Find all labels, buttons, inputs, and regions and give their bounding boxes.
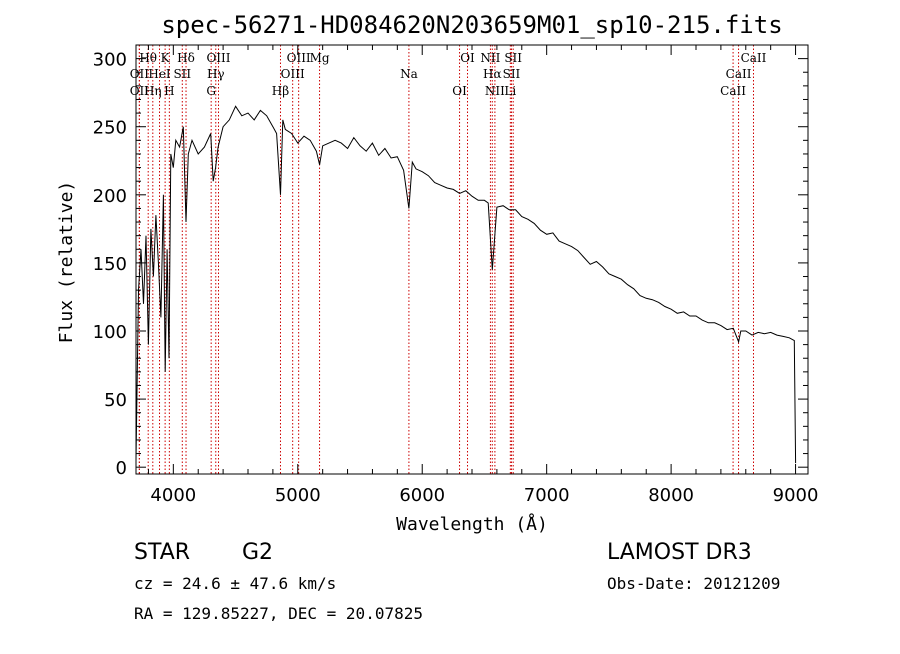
flux-series-line	[135, 105, 797, 464]
spectral-line-label: CaII	[741, 51, 767, 65]
spectral-line-label: OIII	[287, 51, 311, 65]
sky-coordinates: RA = 129.85227, DEC = 20.07825	[134, 604, 423, 623]
spectral-line-labels: Hθ OII OII K HeI Hη Hδ SII H OIII Hγ G OIII OIII Hβ Mg N…	[130, 51, 767, 98]
spectral-line-label: Hδ	[177, 51, 195, 65]
spectral-line-label: Hη	[144, 84, 162, 98]
spectral-line-label: H	[164, 84, 174, 98]
spectral-line-label: SII	[173, 67, 191, 81]
x-tick-label: 4000	[150, 485, 196, 506]
y-tick-label: 300	[93, 50, 127, 71]
x-tick-label: 9000	[773, 485, 819, 506]
spectral-line-label: SII	[503, 67, 521, 81]
survey-name: LAMOST DR3	[607, 540, 752, 565]
spectral-line-label: Hβ	[272, 84, 289, 98]
y-axis-ticks: 0 50 100 150 200 250 300	[93, 50, 808, 479]
x-tick-label: 7000	[524, 485, 570, 506]
spectral-line-label: OI	[452, 84, 467, 98]
y-axis-label: Flux (relative)	[56, 181, 77, 344]
y-tick-label: 250	[93, 118, 127, 139]
spectral-line-label: OIII	[206, 51, 230, 65]
spectral-line-label: SII	[504, 51, 522, 65]
spectral-line-markers	[138, 45, 754, 474]
spectral-line-label: CaII	[720, 84, 746, 98]
spectral-line-label: G	[206, 84, 216, 98]
spectral-line-label: OII	[130, 84, 150, 98]
y-tick-label: 50	[104, 390, 127, 411]
observation-date: Obs-Date: 20121209	[607, 574, 780, 593]
spectral-line-label: Hθ	[139, 51, 157, 65]
object-class: STAR	[134, 540, 190, 565]
plot-frame	[135, 44, 809, 475]
y-tick-label: 100	[93, 322, 127, 343]
spectral-line-label: NII	[485, 84, 505, 98]
x-axis-label: Wavelength (Å)	[396, 513, 548, 535]
x-tick-label: 8000	[648, 485, 694, 506]
spectral-line-label: Hγ	[207, 67, 225, 81]
spectral-line-label: NII	[480, 51, 500, 65]
spectral-line-label: OI	[460, 51, 475, 65]
spectral-line-label: Hα	[483, 67, 502, 81]
spectral-line-label: Mg	[310, 51, 330, 65]
spectral-line-label: HeI	[148, 67, 171, 81]
spectral-line-label: OIII	[281, 67, 305, 81]
spectral-line-label: K	[161, 51, 171, 65]
spectral-line-label: Li	[504, 84, 516, 98]
object-subclass: G2	[242, 540, 273, 565]
spectral-line-label: OII	[130, 67, 150, 81]
y-tick-label: 200	[93, 186, 127, 207]
chart-title: spec-56271-HD084620N203659M01_sp10-215.f…	[161, 11, 782, 39]
y-tick-label: 0	[116, 458, 127, 479]
spectral-line-label: Na	[400, 67, 418, 81]
y-tick-label: 150	[93, 254, 127, 275]
x-tick-label: 5000	[275, 485, 321, 506]
x-tick-label: 6000	[399, 485, 445, 506]
spectral-line-label: CaII	[726, 67, 752, 81]
redshift-velocity: cz = 24.6 ± 47.6 km/s	[134, 574, 336, 593]
x-axis-ticks: 4000 5000 6000 7000 8000 9000	[147, 45, 819, 506]
